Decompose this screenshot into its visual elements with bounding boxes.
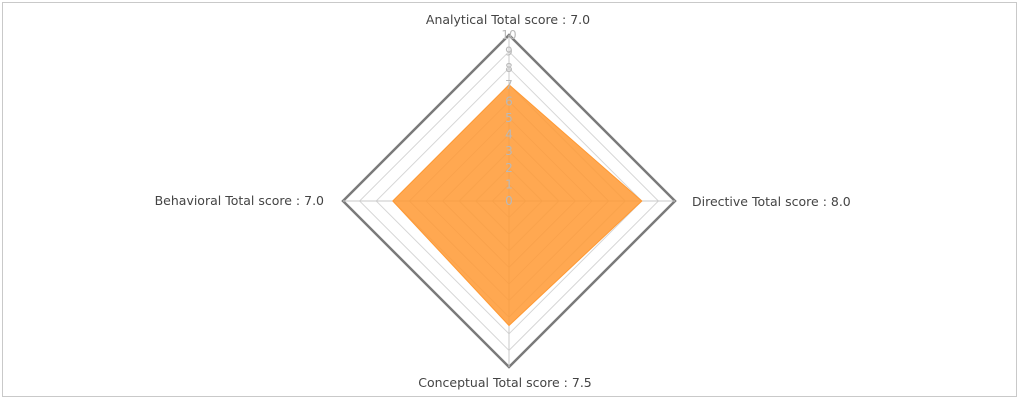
tick-label-1: 1 [505,177,513,191]
data-layer [392,84,643,327]
tick-label-2: 2 [505,161,513,175]
label-layer: Analytical Total score : 7.0 Directive T… [155,12,851,390]
tick-label-5: 5 [505,111,513,125]
tick-label-10: 10 [501,28,516,42]
tick-label-8: 8 [505,61,513,75]
tick-label-7: 7 [505,78,513,92]
data-area [392,84,643,327]
axis-label-directive: Directive Total score : 8.0 [692,194,851,209]
axis-label-conceptual: Conceptual Total score : 7.5 [418,375,592,390]
tick-label-6: 6 [505,94,513,108]
axis-label-analytical: Analytical Total score : 7.0 [426,12,590,27]
axis-label-behavioral: Behavioral Total score : 7.0 [155,193,324,208]
tick-label-4: 4 [505,128,513,142]
tick-label-3: 3 [505,144,513,158]
tick-layer: 0 1 2 3 4 5 6 7 8 9 10 [501,28,516,208]
tick-label-9: 9 [505,45,513,59]
tick-label-0: 0 [505,194,513,208]
